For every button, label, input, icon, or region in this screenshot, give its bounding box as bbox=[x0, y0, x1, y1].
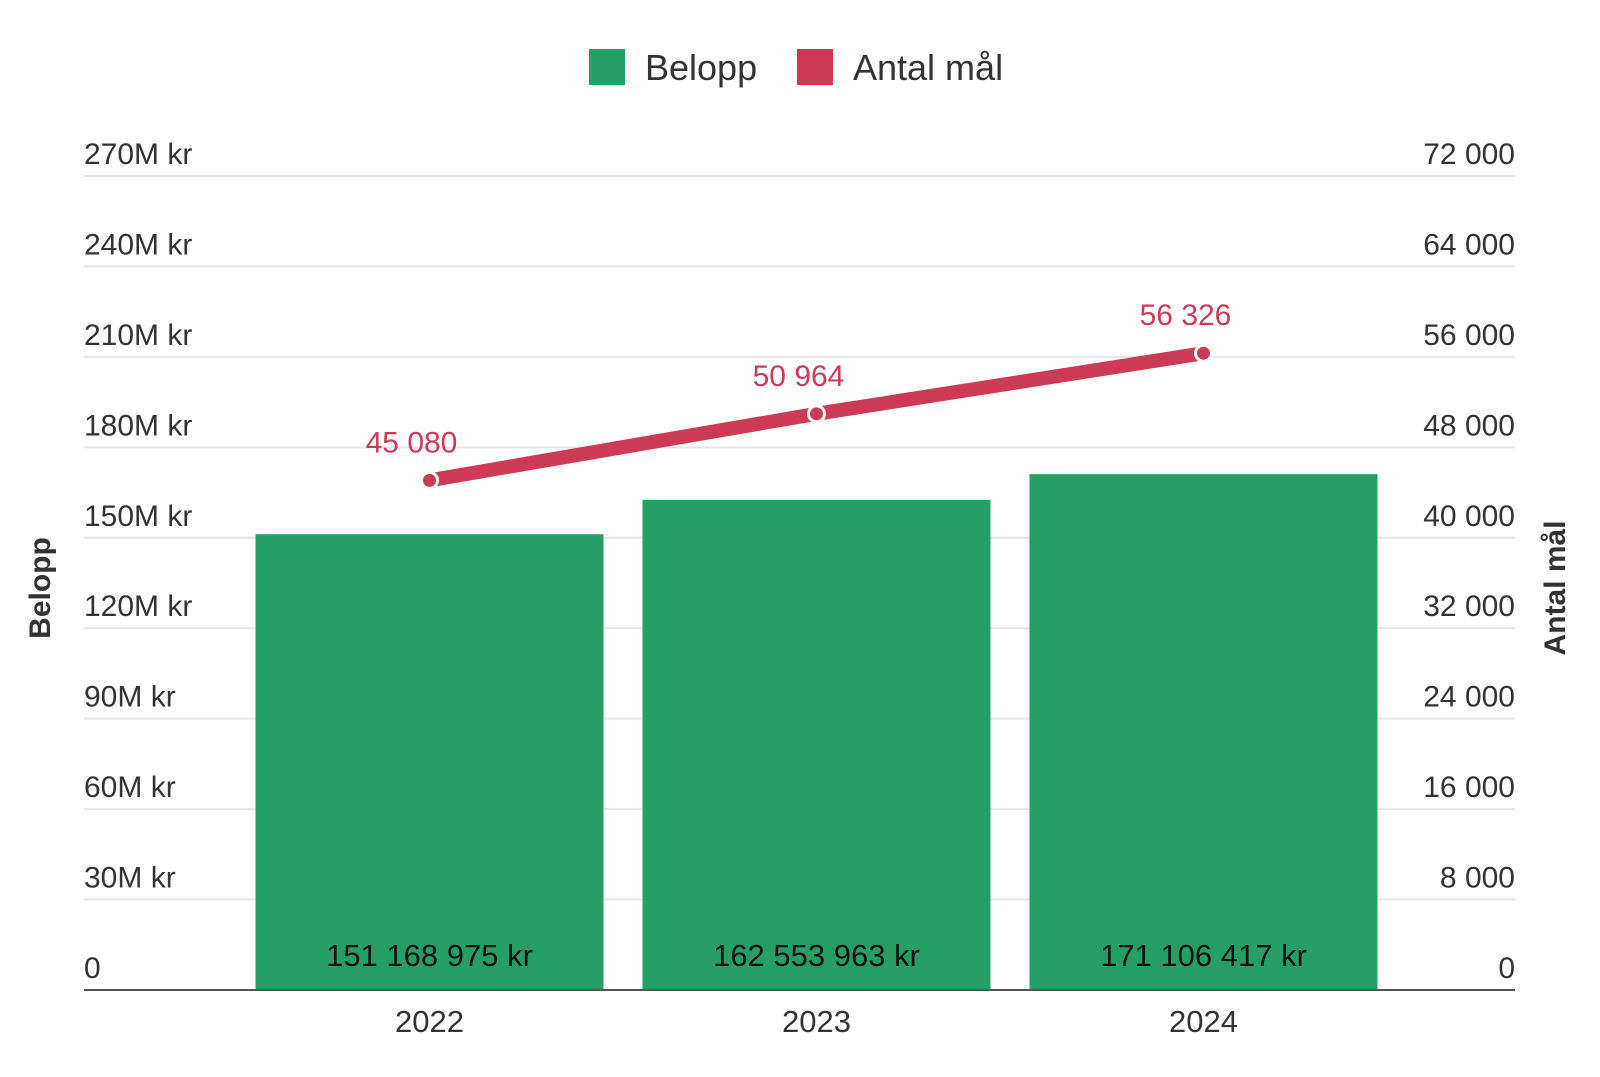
right-tick-label: 24 000 bbox=[1423, 681, 1515, 714]
x-tick-label: 2024 bbox=[1169, 1004, 1238, 1039]
right-tick-label: 0 bbox=[1498, 952, 1515, 985]
line-series: 45 080 50 964 56 326 bbox=[366, 299, 1232, 490]
left-tick-label: 0 bbox=[84, 952, 101, 985]
bar bbox=[642, 499, 991, 990]
legend-swatch bbox=[589, 49, 625, 85]
right-tick-label: 32 000 bbox=[1423, 590, 1515, 623]
right-tick-label: 56 000 bbox=[1423, 319, 1515, 352]
left-tick-label: 60M kr bbox=[84, 771, 176, 804]
legend-swatch bbox=[797, 49, 833, 85]
left-tick-label: 240M kr bbox=[84, 228, 192, 261]
x-tick-label: 2022 bbox=[395, 1004, 464, 1039]
right-tick-label: 48 000 bbox=[1423, 409, 1515, 442]
x-tick-label: 2023 bbox=[782, 1004, 851, 1039]
line-point bbox=[807, 404, 826, 424]
line-point bbox=[1194, 343, 1213, 363]
line-data-label: 50 964 bbox=[753, 360, 845, 393]
bar-data-label: 151 168 975 kr bbox=[326, 938, 533, 973]
bar-data-label: 171 106 417 kr bbox=[1100, 938, 1307, 973]
left-axis-ticks: 0 30M kr 60M kr 90M kr 120M kr 150M kr 180M kr… bbox=[84, 138, 192, 985]
line-data-label: 45 080 bbox=[366, 426, 458, 459]
left-tick-label: 180M kr bbox=[84, 409, 192, 442]
right-axis-ticks: 0 8 000 16 000 24 000 32 000 40 000 48 000 56 0… bbox=[1423, 138, 1515, 985]
bar bbox=[1029, 474, 1378, 990]
right-tick-label: 16 000 bbox=[1423, 771, 1515, 804]
legend: Belopp Antal mål bbox=[589, 47, 1003, 88]
left-tick-label: 150M kr bbox=[84, 500, 192, 533]
bar-series: 151 168 975 kr 162 553 963 kr 171 106 417 … bbox=[255, 474, 1378, 990]
bar-data-label: 162 553 963 kr bbox=[713, 938, 920, 973]
right-tick-label: 8 000 bbox=[1440, 862, 1515, 895]
right-tick-label: 64 000 bbox=[1423, 228, 1515, 261]
right-tick-label: 72 000 bbox=[1423, 138, 1515, 171]
left-axis-title: Belopp bbox=[24, 537, 57, 639]
left-tick-label: 90M kr bbox=[84, 681, 176, 714]
right-axis-title: Antal mål bbox=[1539, 520, 1572, 655]
line-data-label: 56 326 bbox=[1140, 299, 1232, 332]
bar bbox=[255, 534, 604, 990]
right-tick-label: 40 000 bbox=[1423, 500, 1515, 533]
legend-label: Antal mål bbox=[853, 47, 1003, 88]
left-tick-label: 210M kr bbox=[84, 319, 192, 352]
left-tick-label: 30M kr bbox=[84, 862, 176, 895]
left-tick-label: 120M kr bbox=[84, 590, 192, 623]
x-axis-ticks: 2022 2023 2024 bbox=[395, 1004, 1238, 1039]
line-point bbox=[420, 470, 439, 490]
left-tick-label: 270M kr bbox=[84, 138, 192, 171]
legend-label: Belopp bbox=[645, 47, 757, 88]
